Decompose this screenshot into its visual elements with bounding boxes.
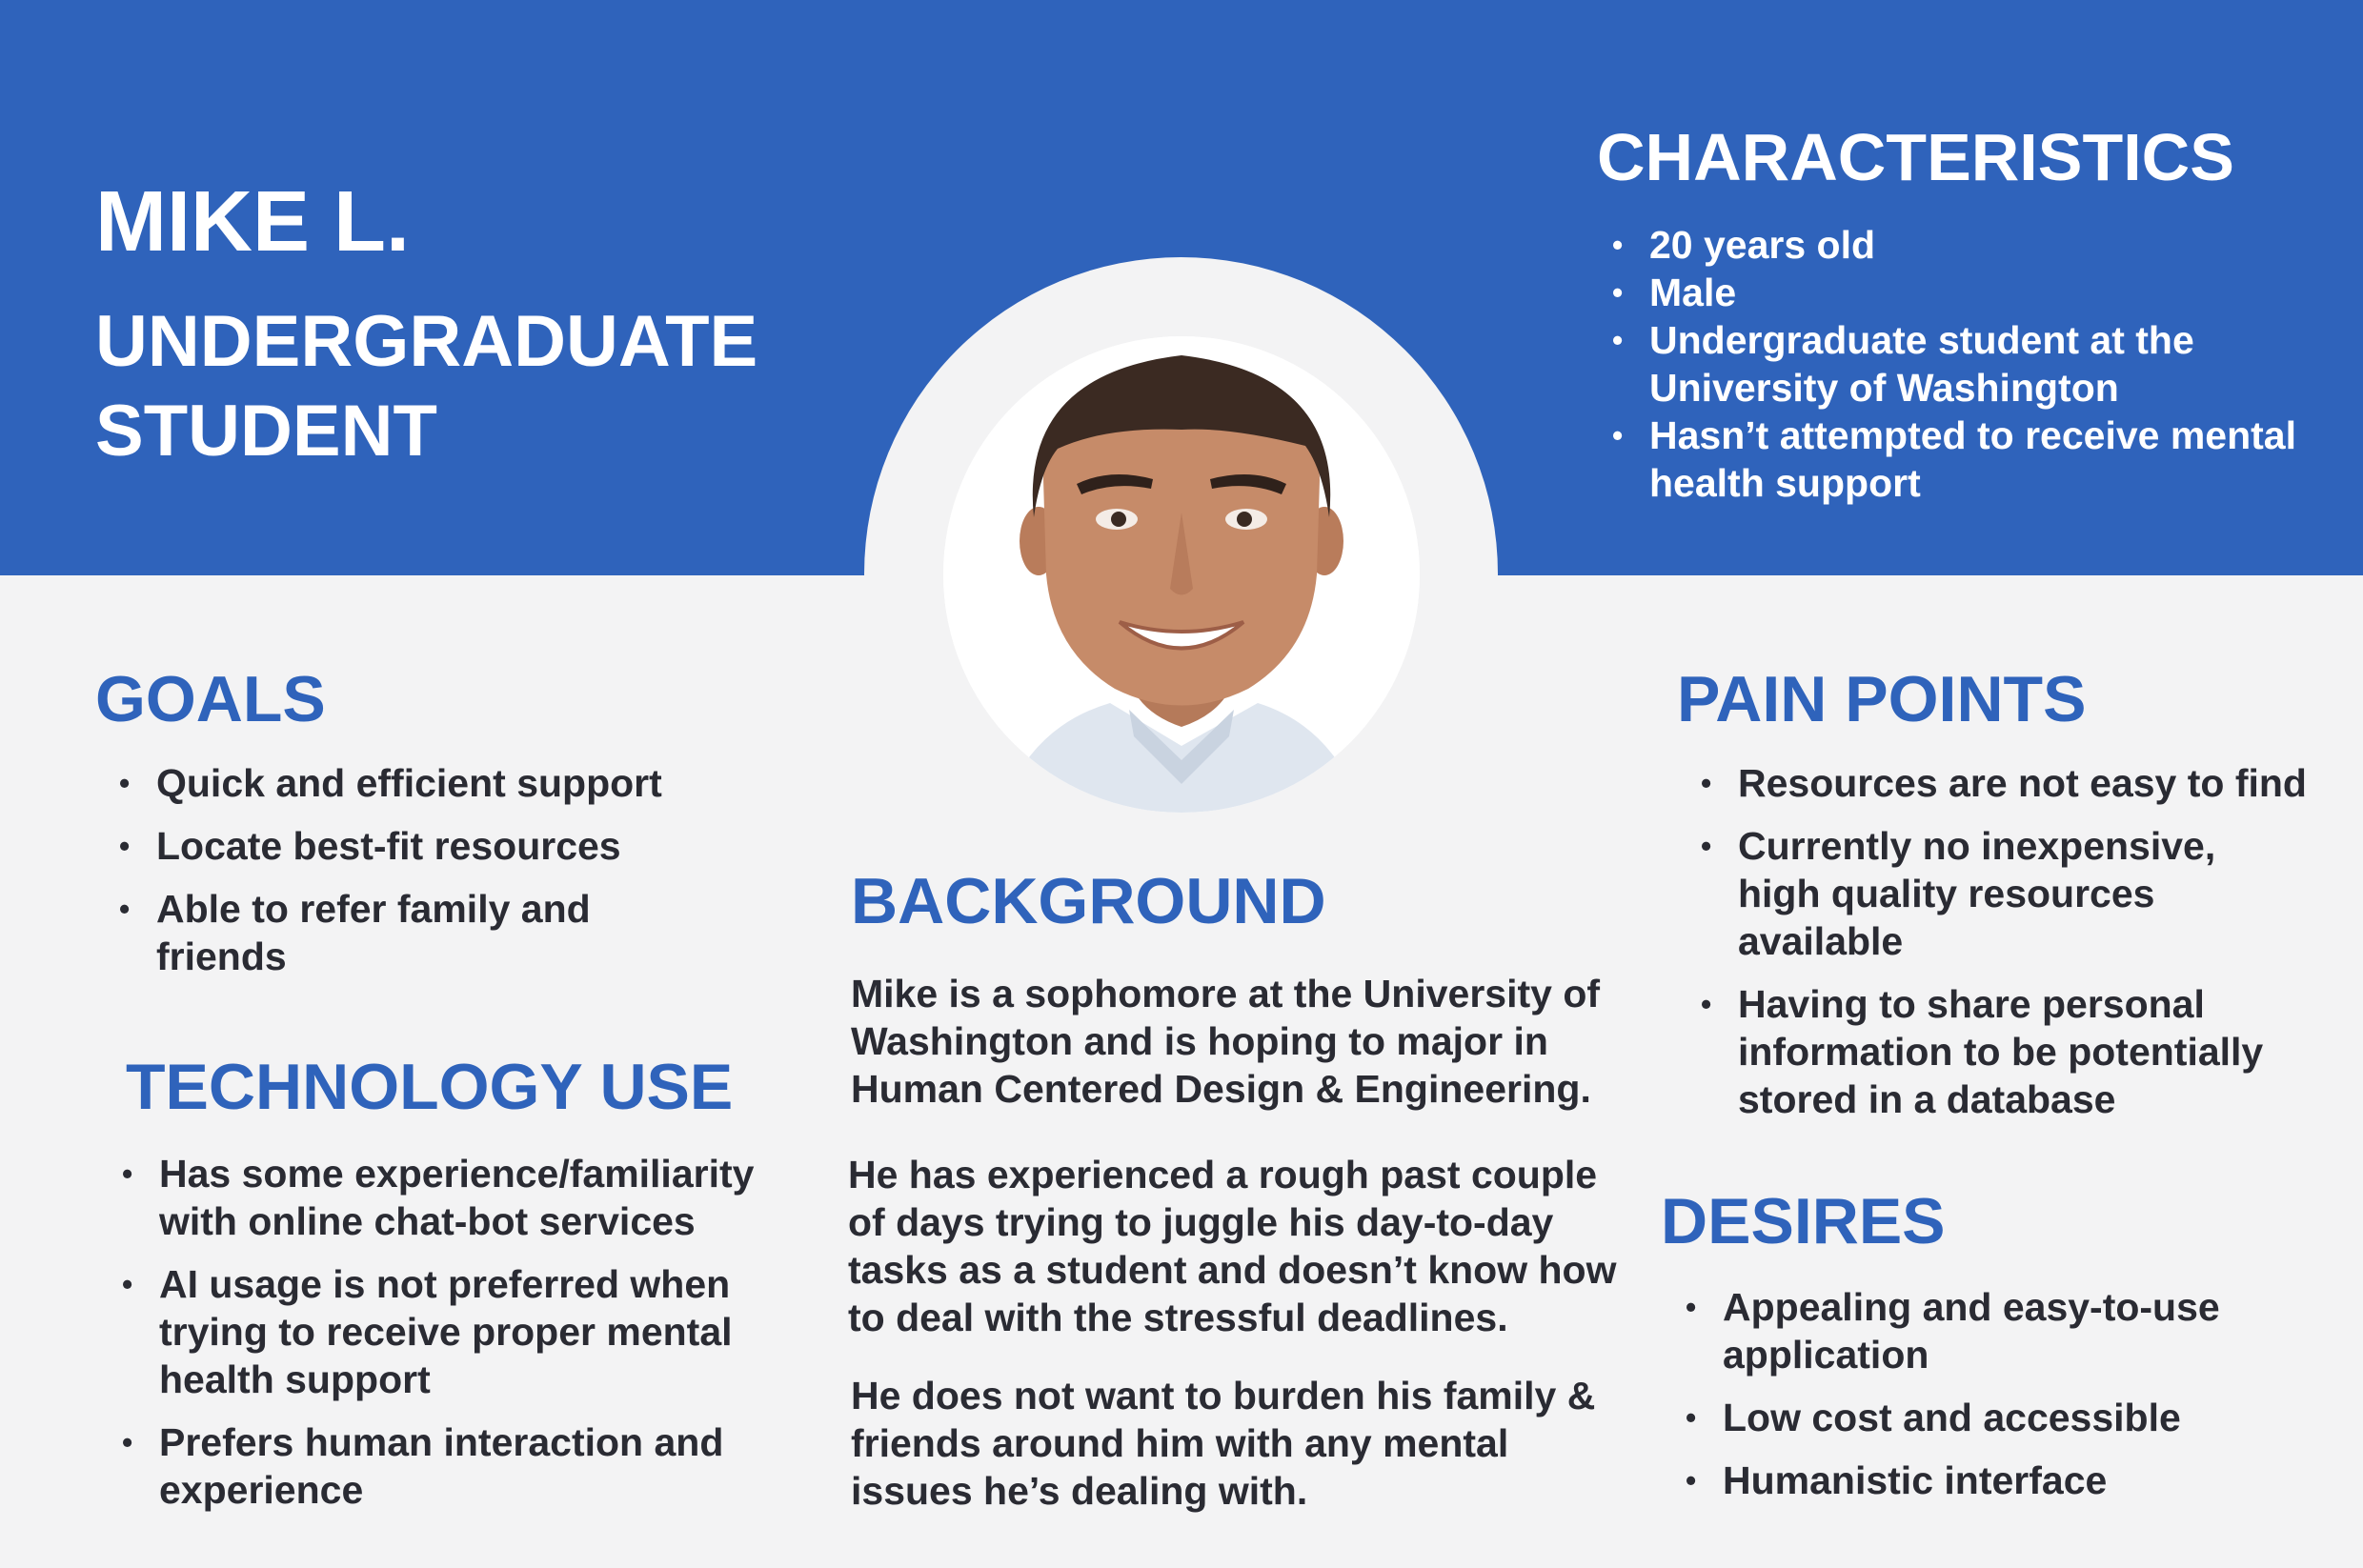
list-item: Having to share personal information to …: [1699, 980, 2309, 1123]
list-item: Currently no inexpensive, high quality r…: [1699, 822, 2309, 965]
list-item: Appealing and easy-to-use application: [1684, 1283, 2274, 1378]
background-paragraph-1: Mike is a sophomore at the University of…: [851, 972, 1601, 1111]
list-item: Has some experience/familiarity with onl…: [120, 1150, 787, 1245]
characteristics-title: CHARACTERISTICS: [1597, 120, 2234, 194]
list-item: Locate best-fit resources: [117, 822, 708, 870]
list-item: Able to refer family and friends: [117, 885, 708, 980]
list-item: Hasn’t attempted to receive mental healt…: [1610, 412, 2296, 507]
technology-use-list: Has some experience/familiarity with onl…: [120, 1150, 787, 1529]
pain-points-list: Resources are not easy to find Currently…: [1699, 759, 2309, 1138]
portrait-photo: [943, 336, 1420, 813]
goals-title: GOALS: [95, 663, 326, 735]
portrait-illustration: [943, 336, 1420, 813]
list-item: Resources are not easy to find: [1699, 759, 2309, 807]
list-item: Humanistic interface: [1684, 1457, 2274, 1504]
background-paragraph-3: He does not want to burden his family & …: [851, 1374, 1596, 1513]
list-item: Prefers human interaction and experience: [120, 1418, 787, 1514]
list-item: Low cost and accessible: [1684, 1394, 2274, 1441]
persona-role: UNDERGRADUATE STUDENT: [95, 301, 758, 472]
desires-list: Appealing and easy-to-use application Lo…: [1684, 1283, 2274, 1519]
technology-use-title: TECHNOLOGY USE: [126, 1051, 734, 1123]
list-item: Undergraduate student at the University …: [1610, 316, 2296, 412]
list-item: 20 years old: [1610, 221, 2296, 269]
list-item: Quick and efficient support: [117, 759, 708, 807]
list-item: Male: [1610, 269, 2296, 316]
goals-list: Quick and efficient support Locate best-…: [117, 759, 708, 995]
desires-title: DESIRES: [1661, 1185, 1946, 1257]
characteristics-list: 20 years old Male Undergraduate student …: [1610, 221, 2296, 507]
list-item: AI usage is not preferred when trying to…: [120, 1260, 787, 1403]
background-title: BACKGROUND: [851, 865, 1326, 937]
pain-points-title: PAIN POINTS: [1677, 663, 2087, 735]
persona-name: MIKE L.: [95, 174, 410, 270]
background-paragraph-2: He has experienced a rough past couple o…: [848, 1153, 1617, 1339]
